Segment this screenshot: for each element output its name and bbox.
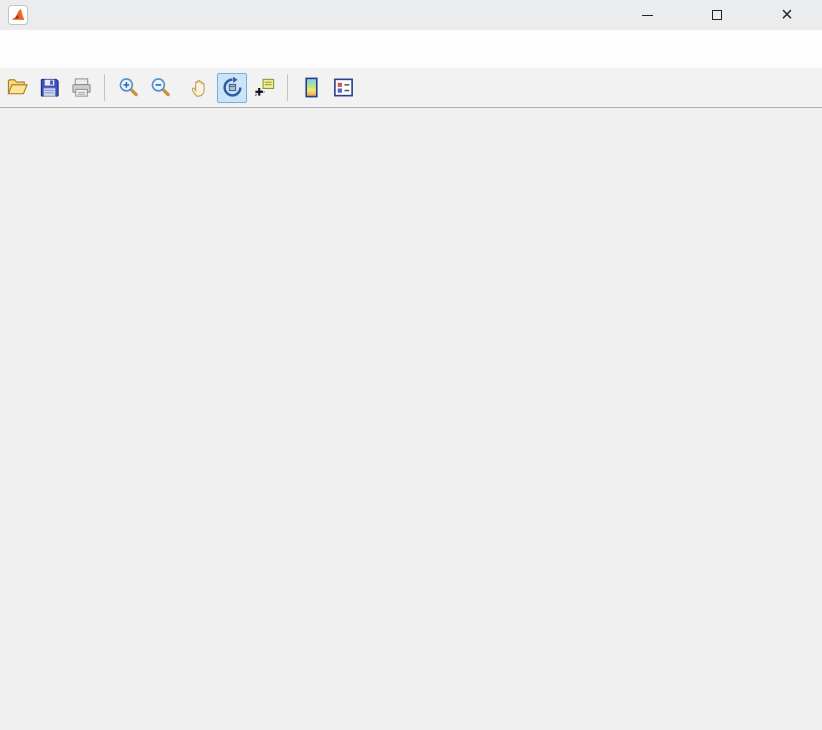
menu-file[interactable]	[5, 52, 17, 56]
toolbar	[0, 68, 822, 108]
save-floppy-icon	[40, 78, 59, 97]
pan-button[interactable]	[185, 73, 215, 103]
zoom-in-button[interactable]	[113, 73, 143, 103]
print-figure-button[interactable]	[66, 73, 96, 103]
open-folder-icon	[7, 79, 28, 95]
maximize-icon	[712, 10, 722, 20]
close-icon: ×	[781, 4, 793, 26]
data-cursor-icon	[254, 78, 274, 97]
insert-colorbar-button[interactable]	[296, 73, 326, 103]
pan-hand-icon	[191, 79, 205, 97]
rotate-3d-icon	[222, 76, 242, 97]
zoom-out-button[interactable]	[145, 73, 175, 103]
legend-icon	[333, 78, 353, 97]
data-cursor-button[interactable]	[249, 73, 279, 103]
open-file-button[interactable]	[2, 73, 32, 103]
rotate-3d-button[interactable]	[217, 72, 247, 103]
zoom-out-icon	[151, 78, 170, 97]
menubar	[0, 30, 822, 68]
colorbar-icon	[304, 77, 318, 98]
save-figure-button[interactable]	[34, 73, 64, 103]
toolbar-separator	[287, 74, 288, 101]
window-controls: ×	[612, 0, 822, 30]
insert-legend-button[interactable]	[328, 73, 358, 103]
printer-icon	[71, 78, 91, 97]
axes-3d-scatter[interactable]	[0, 108, 822, 730]
titlebar: ×	[0, 0, 822, 30]
minimize-icon	[641, 14, 653, 16]
toolbar-separator	[104, 74, 105, 101]
maximize-button[interactable]	[694, 0, 740, 30]
zoom-in-icon	[119, 78, 138, 97]
minimize-button[interactable]	[624, 0, 670, 30]
matlab-figure-icon	[8, 5, 28, 25]
figure-canvas	[0, 108, 822, 730]
close-button[interactable]: ×	[764, 0, 810, 30]
